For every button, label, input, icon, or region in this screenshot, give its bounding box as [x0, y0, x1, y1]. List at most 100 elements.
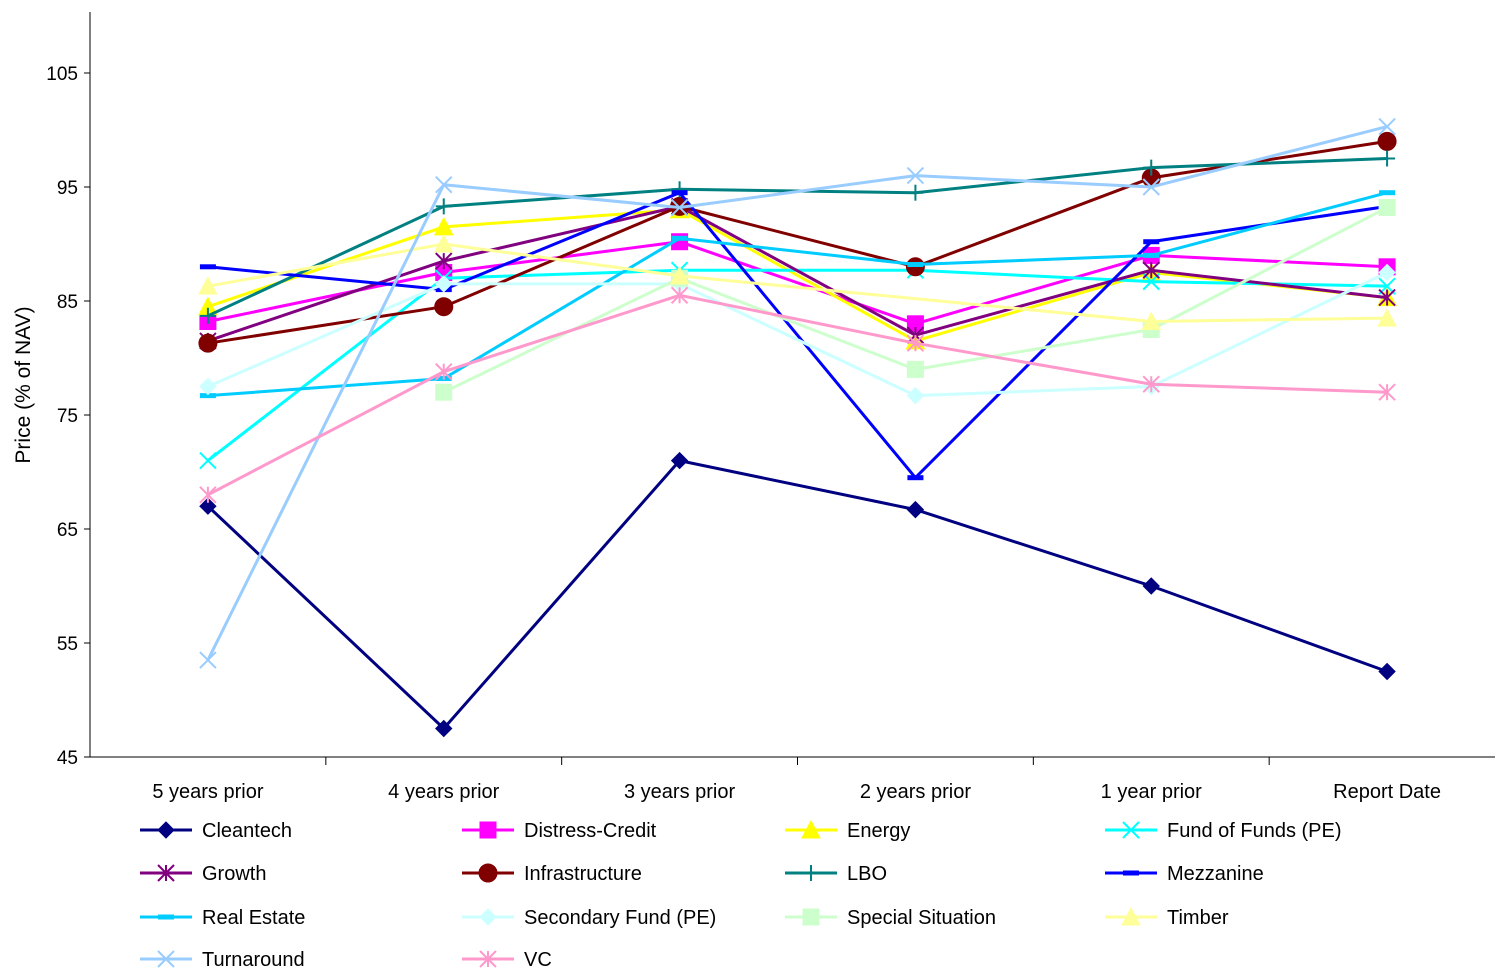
data-point-turnaround [1142, 178, 1160, 196]
legend-item-vc: VC [462, 949, 552, 971]
data-point-cleantech [670, 451, 689, 470]
legend-item-turnaround: Turnaround [140, 949, 305, 971]
data-point-timber [433, 233, 454, 253]
data-point-vc [1378, 383, 1396, 401]
legend-label: Infrastructure [524, 863, 642, 885]
data-point-vc [906, 334, 925, 352]
series-cleantech [199, 451, 1396, 738]
data-point-turnaround [435, 176, 453, 194]
x-tick-label: 2 years prior [860, 781, 971, 803]
y-tick-label: 55 [57, 634, 78, 655]
x-tick-label: 3 years prior [624, 781, 735, 803]
legend-label: Cleantech [202, 820, 292, 842]
data-point-cleantech [906, 500, 925, 519]
data-point-special-situation [906, 360, 924, 378]
legend-label: Mezzanine [1167, 863, 1264, 885]
legend-marker [1121, 906, 1141, 926]
legend-item-cleantech: Cleantech [140, 820, 292, 842]
data-point-vc [435, 362, 453, 381]
legend-item-real-estate: Real Estate [140, 907, 305, 929]
series-lines [198, 117, 1397, 738]
legend-item-fund-of-funds-pe: Fund of Funds (PE) [1105, 820, 1342, 842]
data-point-turnaround [199, 651, 217, 669]
series-line-cleantech [206, 458, 1388, 731]
legend-marker [1122, 821, 1140, 839]
y-tick-label: 45 [57, 748, 78, 769]
axes: 45 55 65 75 85 95 105 5 years prior 4 years prio… [46, 12, 1495, 803]
y-tick-label: 95 [57, 178, 78, 199]
legend-marker [479, 821, 497, 839]
data-point-lbo [435, 198, 452, 215]
data-point-fund-of-funds-pe [199, 451, 217, 470]
data-point-cleantech [1378, 662, 1396, 681]
y-tick-label: 75 [57, 406, 78, 427]
legend-marker [157, 864, 175, 882]
data-point-turnaround [906, 166, 925, 185]
data-point-cleantech [435, 719, 453, 738]
legend-marker [157, 950, 175, 968]
data-point-vc [670, 286, 689, 305]
series-real-estate [199, 190, 1396, 399]
data-point-mezzanine [907, 475, 924, 481]
data-point-mezzanine [1143, 239, 1160, 245]
series-line-mezzanine [207, 190, 1388, 480]
data-point-special-situation [435, 383, 453, 401]
series-line-secondary-fund-pe [207, 271, 1388, 398]
data-point-special-situation [1378, 199, 1396, 217]
legend-item-lbo: LBO [785, 863, 887, 885]
legend-marker [803, 865, 819, 881]
data-point-real-estate [1379, 190, 1396, 196]
legend-item-infrastructure: Infrastructure [462, 863, 642, 885]
data-point-vc [1142, 375, 1160, 393]
legend-marker [157, 821, 175, 839]
data-point-growth [435, 252, 453, 270]
legend-label: Distress-Credit [524, 820, 657, 842]
data-point-secondary-fund-pe [906, 386, 925, 405]
legend: Cleantech Distress-Credit Energy Fund of Fu… [140, 819, 1342, 971]
legend-label: Special Situation [847, 907, 996, 929]
data-point-vc [199, 486, 217, 504]
series-turnaround [199, 117, 1396, 669]
legend-item-distress-credit: Distress-Credit [462, 820, 657, 842]
data-point-timber [1377, 308, 1397, 327]
y-axis-title: Price (% of NAV) [12, 306, 35, 463]
data-point-real-estate [671, 235, 688, 241]
y-tick-label: 65 [57, 520, 78, 541]
series-line-vc [207, 293, 1388, 497]
data-point-growth [1378, 288, 1396, 307]
data-point-cleantech [1142, 577, 1160, 595]
legend-label: LBO [847, 863, 887, 885]
legend-label: Timber [1167, 907, 1229, 929]
data-point-timber [1141, 311, 1162, 331]
x-tick-label: 5 years prior [152, 781, 263, 803]
data-point-lbo [1379, 150, 1396, 167]
series-line-growth [207, 204, 1388, 343]
y-tick-label: 105 [46, 64, 78, 85]
x-tick-label: Report Date [1333, 781, 1441, 803]
legend-marker [801, 819, 821, 839]
series-mezzanine [199, 190, 1396, 481]
data-point-real-estate [1143, 252, 1160, 258]
series-line-distress-credit [207, 240, 1388, 326]
legend-label: Energy [847, 820, 910, 842]
data-point-secondary-fund-pe [1378, 263, 1396, 282]
data-point-lbo [199, 307, 216, 324]
data-point-timber [669, 265, 690, 285]
series-line-infrastructure [207, 139, 1388, 345]
data-point-turnaround [1378, 117, 1396, 136]
series-vc [199, 286, 1396, 504]
data-point-mezzanine [671, 190, 688, 196]
x-tick-label: 1 year prior [1101, 781, 1202, 803]
data-point-secondary-fund-pe [199, 377, 217, 396]
legend-item-mezzanine: Mezzanine [1105, 863, 1264, 885]
legend-item-special-situation: Special Situation [785, 907, 996, 929]
data-point-growth [1142, 261, 1160, 279]
series-fund-of-funds-pe [199, 261, 1396, 470]
legend-marker [1123, 870, 1139, 876]
legend-marker [479, 950, 497, 968]
data-point-infrastructure [1377, 131, 1397, 151]
data-point-mezzanine [199, 264, 216, 270]
legend-marker [479, 908, 497, 926]
